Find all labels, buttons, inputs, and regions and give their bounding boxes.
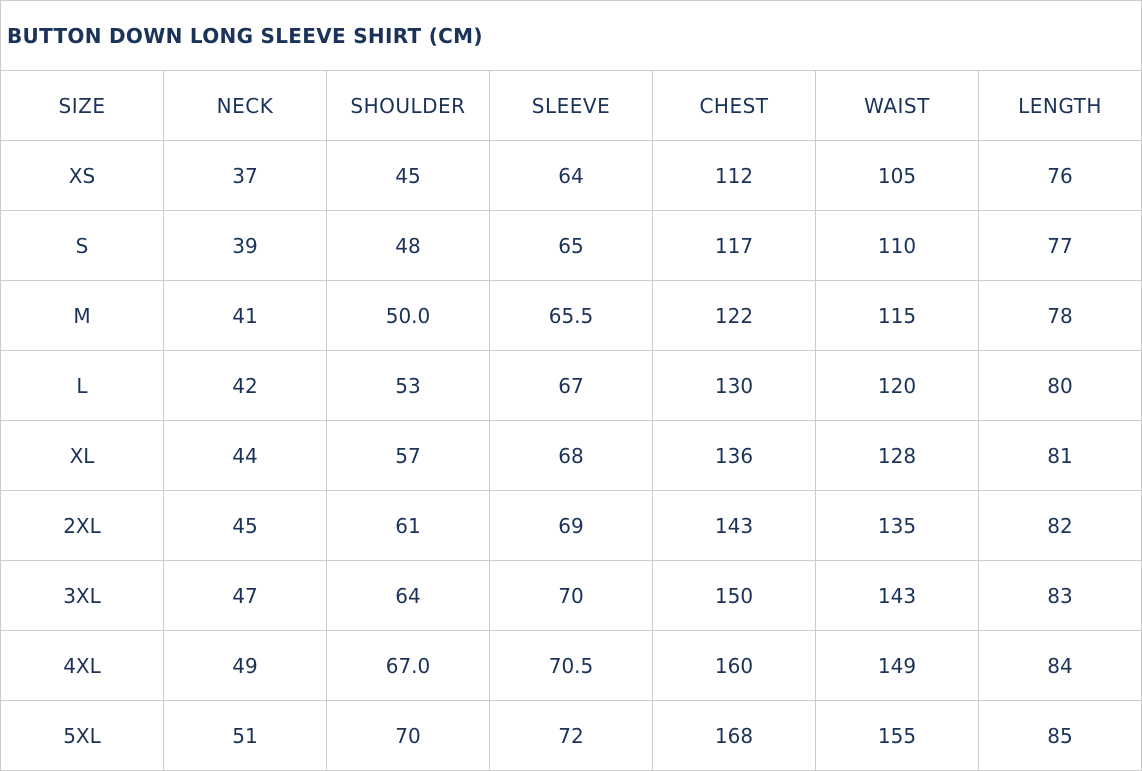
title-row: BUTTON DOWN LONG SLEEVE SHIRT (CM): [0, 0, 1142, 71]
cell-waist: 120: [815, 350, 979, 421]
header-length: LENGTH: [978, 70, 1142, 141]
cell-shoulder: 70: [326, 700, 490, 771]
cell-shoulder: 57: [326, 420, 490, 491]
cell-size: 2XL: [0, 490, 164, 561]
cell-chest: 143: [652, 490, 816, 561]
cell-neck: 42: [163, 350, 327, 421]
cell-length: 84: [978, 630, 1142, 701]
cell-size: M: [0, 280, 164, 351]
table-row: XS 37 45 64 112 105 76: [0, 140, 1142, 211]
cell-chest: 130: [652, 350, 816, 421]
cell-neck: 47: [163, 560, 327, 631]
table-row: 3XL 47 64 70 150 143 83: [0, 560, 1142, 631]
cell-sleeve: 72: [489, 700, 653, 771]
cell-chest: 160: [652, 630, 816, 701]
cell-shoulder: 45: [326, 140, 490, 211]
cell-shoulder: 48: [326, 210, 490, 281]
cell-sleeve: 69: [489, 490, 653, 561]
cell-sleeve: 70: [489, 560, 653, 631]
cell-shoulder: 50.0: [326, 280, 490, 351]
table-row: S 39 48 65 117 110 77: [0, 210, 1142, 281]
header-sleeve: SLEEVE: [489, 70, 653, 141]
header-neck: NECK: [163, 70, 327, 141]
cell-sleeve: 65.5: [489, 280, 653, 351]
cell-chest: 117: [652, 210, 816, 281]
cell-length: 85: [978, 700, 1142, 771]
cell-waist: 128: [815, 420, 979, 491]
cell-length: 83: [978, 560, 1142, 631]
cell-neck: 45: [163, 490, 327, 561]
cell-neck: 44: [163, 420, 327, 491]
cell-length: 77: [978, 210, 1142, 281]
cell-neck: 41: [163, 280, 327, 351]
cell-waist: 105: [815, 140, 979, 211]
cell-size: 3XL: [0, 560, 164, 631]
table-row: 5XL 51 70 72 168 155 85: [0, 700, 1142, 771]
table-row: 4XL 49 67.0 70.5 160 149 84: [0, 630, 1142, 701]
cell-neck: 49: [163, 630, 327, 701]
cell-length: 82: [978, 490, 1142, 561]
cell-shoulder: 53: [326, 350, 490, 421]
header-row: SIZE NECK SHOULDER SLEEVE CHEST WAIST LE…: [0, 70, 1142, 141]
cell-waist: 149: [815, 630, 979, 701]
table-row: XL 44 57 68 136 128 81: [0, 420, 1142, 491]
cell-length: 81: [978, 420, 1142, 491]
cell-sleeve: 65: [489, 210, 653, 281]
cell-waist: 143: [815, 560, 979, 631]
cell-length: 80: [978, 350, 1142, 421]
cell-sleeve: 64: [489, 140, 653, 211]
header-size: SIZE: [0, 70, 164, 141]
header-waist: WAIST: [815, 70, 979, 141]
cell-waist: 155: [815, 700, 979, 771]
cell-size: L: [0, 350, 164, 421]
cell-neck: 51: [163, 700, 327, 771]
table-title: BUTTON DOWN LONG SLEEVE SHIRT (CM): [0, 0, 1142, 71]
cell-chest: 136: [652, 420, 816, 491]
cell-chest: 168: [652, 700, 816, 771]
cell-shoulder: 67.0: [326, 630, 490, 701]
cell-chest: 122: [652, 280, 816, 351]
cell-shoulder: 61: [326, 490, 490, 561]
cell-length: 76: [978, 140, 1142, 211]
cell-waist: 115: [815, 280, 979, 351]
cell-size: 5XL: [0, 700, 164, 771]
table-row: L 42 53 67 130 120 80: [0, 350, 1142, 421]
cell-sleeve: 70.5: [489, 630, 653, 701]
cell-size: XS: [0, 140, 164, 211]
header-shoulder: SHOULDER: [326, 70, 490, 141]
table-row: M 41 50.0 65.5 122 115 78: [0, 280, 1142, 351]
cell-sleeve: 68: [489, 420, 653, 491]
cell-shoulder: 64: [326, 560, 490, 631]
cell-chest: 150: [652, 560, 816, 631]
cell-neck: 39: [163, 210, 327, 281]
cell-chest: 112: [652, 140, 816, 211]
table-row: 2XL 45 61 69 143 135 82: [0, 490, 1142, 561]
cell-size: 4XL: [0, 630, 164, 701]
cell-sleeve: 67: [489, 350, 653, 421]
cell-waist: 135: [815, 490, 979, 561]
cell-neck: 37: [163, 140, 327, 211]
header-chest: CHEST: [652, 70, 816, 141]
cell-length: 78: [978, 280, 1142, 351]
cell-waist: 110: [815, 210, 979, 281]
cell-size: S: [0, 210, 164, 281]
cell-size: XL: [0, 420, 164, 491]
